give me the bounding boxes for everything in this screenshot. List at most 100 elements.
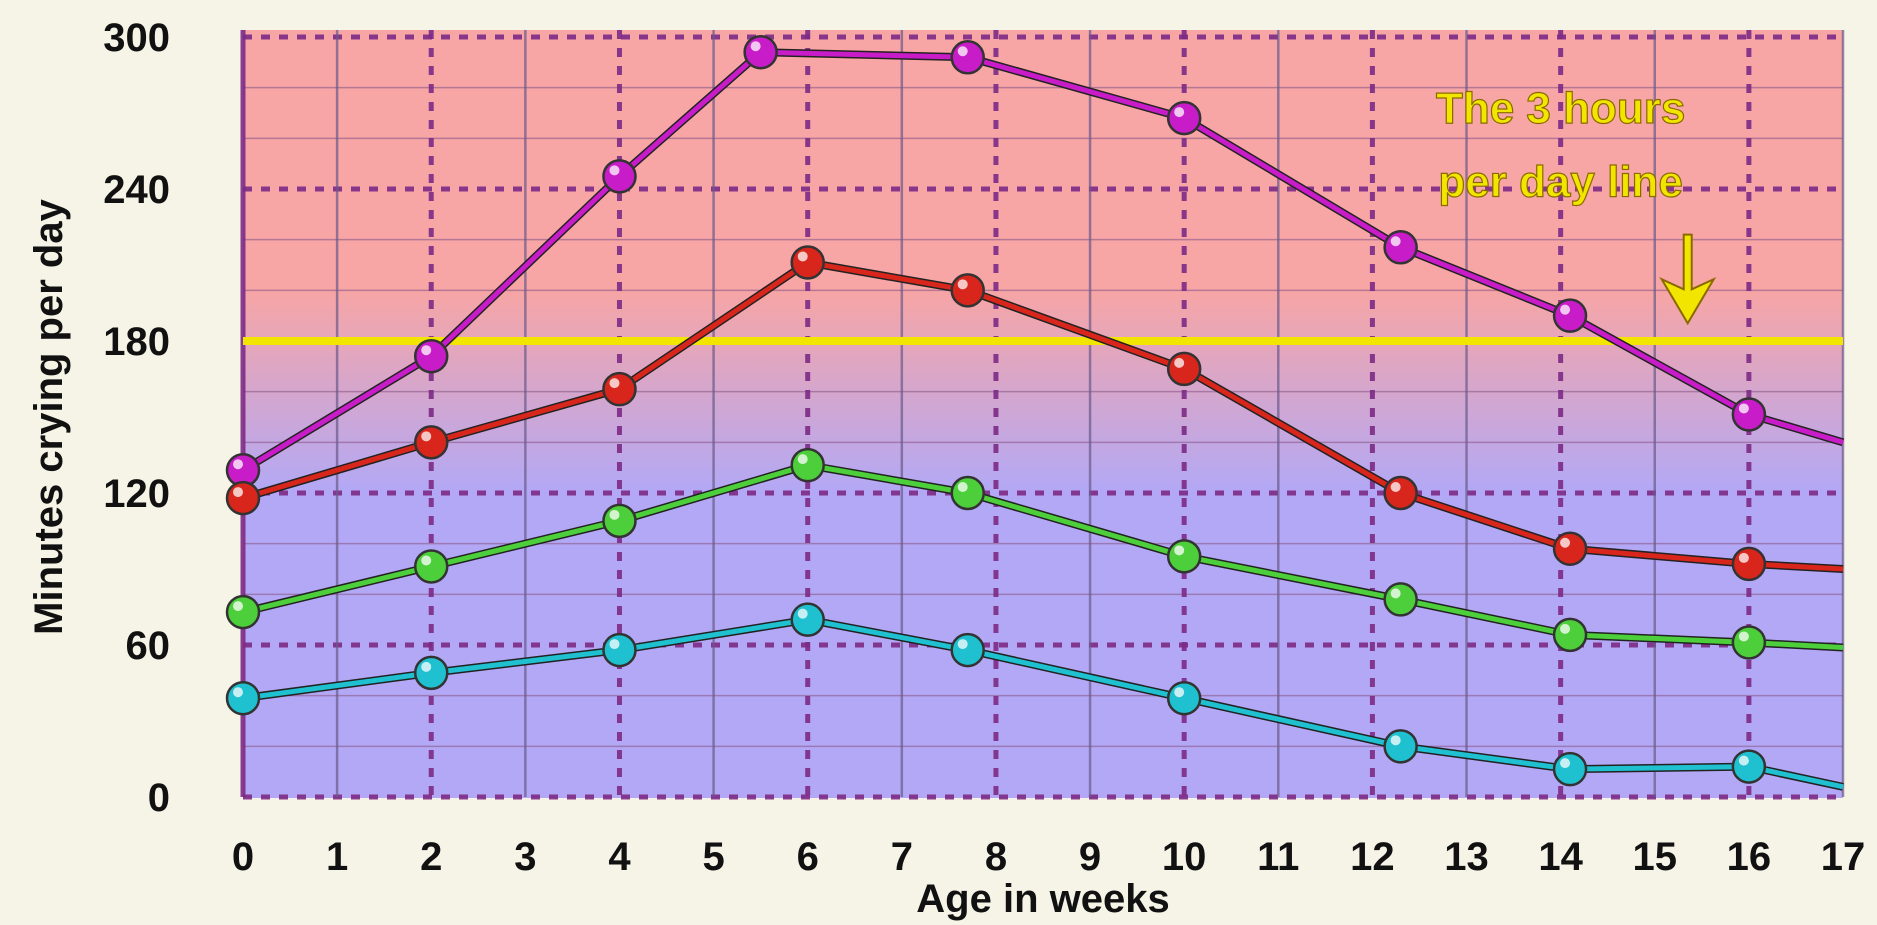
series-line — [242, 462, 1844, 651]
y-axis-label: Minutes crying per day — [27, 198, 71, 634]
data-point — [1383, 475, 1418, 511]
x-tick-label: 8 — [985, 835, 1007, 879]
x-tick-label: 10 — [1162, 835, 1207, 879]
data-point — [413, 338, 449, 374]
data-point — [1731, 625, 1767, 660]
series-line — [242, 259, 1844, 572]
data-point-highlight — [797, 251, 808, 262]
data-point — [790, 245, 825, 280]
x-tick-label: 2 — [420, 835, 442, 879]
data-point-highlight — [233, 459, 243, 470]
series-1 — [225, 245, 1844, 582]
data-point-highlight — [1174, 687, 1185, 698]
x-tick-label: 11 — [1257, 835, 1299, 879]
plot-background — [243, 30, 1843, 798]
data-point-highlight — [1390, 236, 1401, 247]
data-point-highlight — [1560, 537, 1571, 548]
data-point — [950, 40, 985, 75]
x-tick-label: 16 — [1727, 835, 1772, 879]
data-point-highlight — [957, 482, 968, 492]
data-point — [225, 480, 261, 516]
data-point-highlight — [609, 165, 620, 176]
x-tick-label: 1 — [326, 835, 348, 879]
annotation-line-2: per day line — [1438, 158, 1683, 207]
y-tick-label: 60 — [126, 624, 171, 668]
data-point-highlight — [421, 555, 432, 566]
data-point — [225, 594, 261, 630]
x-tick-label: 7 — [891, 835, 913, 879]
data-point — [1552, 751, 1588, 787]
series-line — [242, 617, 1844, 790]
data-point — [790, 602, 825, 637]
data-point — [950, 632, 985, 668]
data-point-highlight — [1560, 758, 1571, 769]
data-point — [1166, 100, 1202, 136]
annotation-arrow — [1659, 233, 1717, 326]
data-point-highlight — [957, 279, 968, 290]
y-tick-label: 120 — [103, 472, 170, 516]
y-tick-label: 0 — [148, 776, 170, 820]
data-point — [413, 655, 449, 691]
data-point-highlight — [957, 639, 968, 650]
data-point — [1166, 680, 1202, 716]
data-point-highlight — [609, 378, 620, 389]
data-point — [1552, 617, 1588, 653]
data-point — [743, 34, 778, 70]
x-tick-label: 3 — [514, 835, 536, 879]
data-point — [1383, 729, 1418, 764]
x-tick-label: 5 — [702, 835, 724, 879]
data-point-highlight — [1174, 107, 1185, 118]
data-point-highlight — [1560, 623, 1571, 634]
data-point-highlight — [421, 661, 432, 672]
data-point-highlight — [1738, 552, 1749, 563]
series-0 — [225, 34, 1845, 488]
data-point — [950, 475, 985, 511]
data-point — [225, 680, 261, 716]
data-point — [1166, 539, 1202, 574]
data-point-highlight — [1738, 403, 1749, 414]
series-3 — [225, 602, 1844, 791]
data-point-highlight — [1560, 304, 1571, 315]
x-tick-label: 17 — [1821, 835, 1866, 879]
data-point-highlight — [1390, 735, 1401, 746]
x-tick-label: 0 — [232, 835, 254, 879]
x-tick-label: 9 — [1079, 835, 1101, 879]
x-axis-label: Age in weeks — [916, 877, 1169, 921]
data-point-highlight — [421, 431, 432, 442]
data-point-highlight — [421, 345, 432, 356]
y-tick-label: 240 — [103, 168, 170, 212]
annotation: The 3 hours per day line — [1435, 84, 1717, 326]
data-point-highlight — [750, 41, 761, 52]
data-point — [950, 273, 985, 308]
series-line — [241, 49, 1844, 473]
data-point-highlight — [797, 454, 808, 465]
data-point — [1383, 230, 1418, 265]
x-tick-label: 15 — [1633, 835, 1678, 879]
y-tick-label: 300 — [103, 16, 170, 60]
series-2 — [225, 447, 1844, 660]
data-point-highlight — [233, 601, 243, 612]
x-tick-label: 12 — [1350, 835, 1395, 879]
data-point — [1383, 582, 1418, 617]
x-tick-label: 4 — [608, 835, 631, 879]
data-point-highlight — [609, 639, 620, 650]
data-point — [602, 632, 637, 668]
x-tick-label: 14 — [1538, 835, 1583, 879]
data-point — [1731, 397, 1767, 432]
data-point — [1552, 531, 1588, 566]
data-point — [602, 159, 637, 194]
data-point-highlight — [1390, 588, 1401, 599]
data-point-highlight — [1738, 755, 1749, 766]
data-point-highlight — [233, 687, 243, 698]
data-point-highlight — [957, 46, 968, 57]
data-point-highlight — [1174, 545, 1185, 556]
data-point — [790, 447, 825, 483]
data-point-highlight — [1390, 482, 1401, 492]
data-point-highlight — [233, 487, 243, 498]
data-point — [1731, 749, 1767, 784]
data-point — [1731, 546, 1767, 582]
annotation-line-1: The 3 hours — [1436, 84, 1685, 133]
data-point — [413, 425, 449, 460]
series-layer — [225, 34, 1845, 791]
